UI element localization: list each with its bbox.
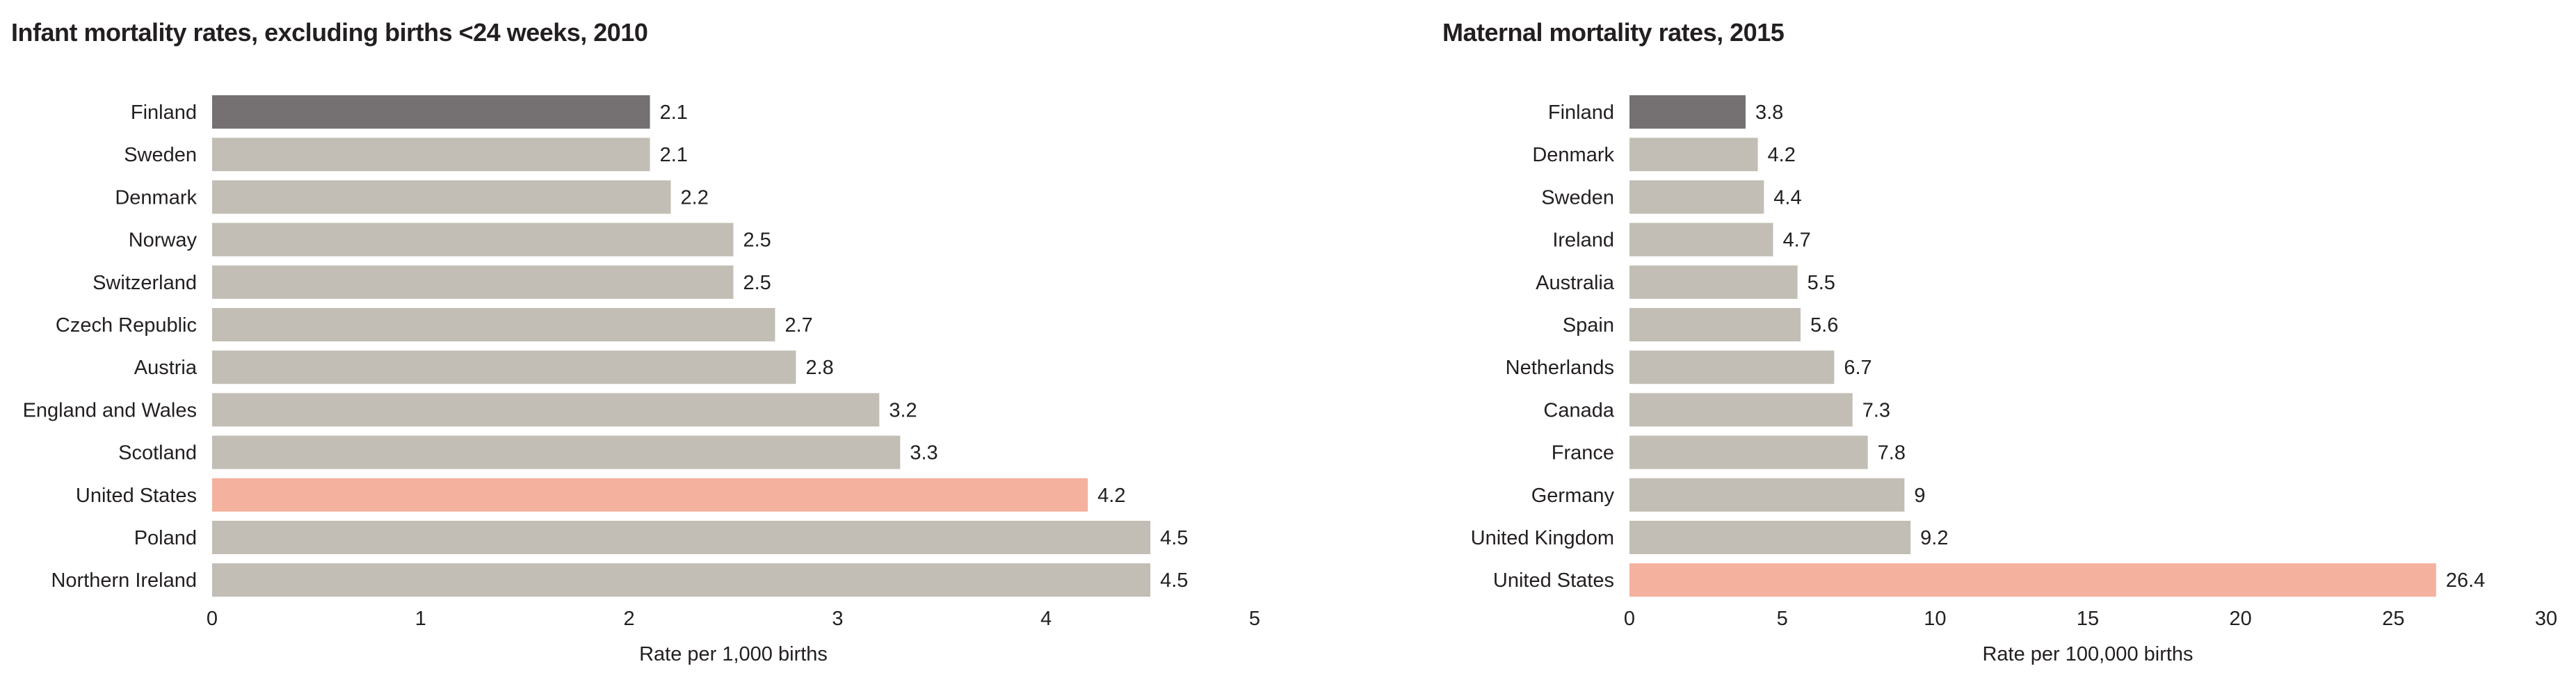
x-tick-label: 5 [1777,608,1788,630]
category-label: Spain [1563,314,1614,337]
value-label: 5.5 [1808,272,1835,294]
x-tick-label: 0 [207,608,218,630]
x-tick-label: 15 [2077,608,2099,630]
bar [212,478,1088,512]
bar [1629,350,1835,384]
value-label: 2.5 [743,272,771,294]
category-label: Northern Ireland [51,569,197,592]
category-label: Scotland [118,442,197,464]
value-label: 7.3 [1862,399,1890,421]
category-label: Sweden [124,144,197,166]
bar [212,222,734,257]
category-label: England and Wales [23,399,197,421]
bar [1629,265,1798,299]
x-tick-label: 2 [624,608,635,630]
x-tick-label: 10 [1924,608,1946,630]
value-label: 4.4 [1773,186,1801,209]
value-label: 2.7 [784,314,812,337]
bar [1629,95,1746,129]
category-label: Australia [1536,272,1615,294]
category-label: Sweden [1541,186,1614,209]
chart-title: Infant mortality rates, excluding births… [11,18,648,47]
category-label: Denmark [1532,144,1614,166]
bar [1629,563,2436,597]
value-label: 3.3 [910,442,937,464]
bar [212,350,796,384]
infant-mortality-plot: Finland 2.1 Sweden 2.1 Denmark 2.2 Norway 2.5 Sw… [23,95,1260,665]
value-label: 9.2 [1920,527,1948,549]
value-label: 26.4 [2446,569,2485,592]
value-label: 4.5 [1160,527,1188,549]
category-label: Denmark [115,186,197,209]
x-tick-label: 25 [2382,608,2404,630]
bar [212,435,901,469]
category-label: Norway [129,229,198,252]
category-label: Finland [1548,102,1614,124]
bar [212,95,650,129]
category-label: United States [76,485,197,507]
value-label: 4.2 [1097,485,1125,507]
x-tick-label: 0 [1624,608,1635,630]
bar [212,265,734,299]
category-label: Finland [131,102,197,124]
value-label: 3.2 [889,399,917,421]
bar [212,138,650,172]
bar [1629,478,1905,512]
bar [212,180,671,214]
x-tick-label: 4 [1040,608,1052,630]
bar [212,393,880,427]
value-label: 7.8 [1878,442,1906,464]
category-label: Canada [1543,399,1614,421]
value-label: 2.1 [660,102,688,124]
value-label: 2.2 [681,186,709,209]
bar [1629,138,1758,172]
x-tick-label: 30 [2535,608,2557,630]
category-label: Austria [134,357,198,379]
value-label: 5.6 [1810,314,1838,337]
value-label: 9 [1914,485,1925,507]
bar [1629,180,1764,214]
value-label: 4.5 [1160,569,1188,592]
value-label: 4.7 [1782,229,1810,252]
maternal-mortality-plot: Finland 3.8 Denmark 4.2 Sweden 4.4 Ireland 4.7 A… [1471,95,2557,665]
x-tick-label: 5 [1249,608,1260,630]
bar [1629,435,1868,469]
x-axis-title: Rate per 100,000 births [1982,643,2193,665]
infant-mortality-chart: Infant mortality rates, excluding births… [11,18,1260,665]
category-label: Ireland [1552,229,1614,252]
value-label: 3.8 [1755,102,1783,124]
x-tick-label: 1 [415,608,426,630]
bar [1629,393,1853,427]
category-label: United Kingdom [1471,527,1614,549]
value-label: 4.2 [1768,144,1796,166]
maternal-mortality-chart: Maternal mortality rates, 2015 Finland 3.… [1288,0,2576,680]
value-label: 2.1 [660,144,688,166]
value-label: 2.8 [805,357,833,379]
bar [212,308,775,341]
bar [212,521,1151,554]
category-label: Netherlands [1506,357,1614,379]
category-label: Switzerland [92,272,197,294]
category-label: Germany [1531,485,1615,507]
bar [1629,222,1773,257]
category-label: Poland [134,527,197,549]
category-label: Czech Republic [56,314,197,337]
value-label: 6.7 [1844,357,1871,379]
x-tick-label: 3 [832,608,843,630]
category-label: France [1552,442,1614,464]
chart-title: Maternal mortality rates, 2015 [1442,18,1785,47]
value-label: 2.5 [743,229,771,252]
x-axis-title: Rate per 1,000 births [639,643,828,665]
x-tick-label: 20 [2230,608,2252,630]
bar [1629,308,1801,341]
bar [1629,521,1911,554]
bar [212,563,1151,597]
category-label: United States [1493,569,1614,592]
